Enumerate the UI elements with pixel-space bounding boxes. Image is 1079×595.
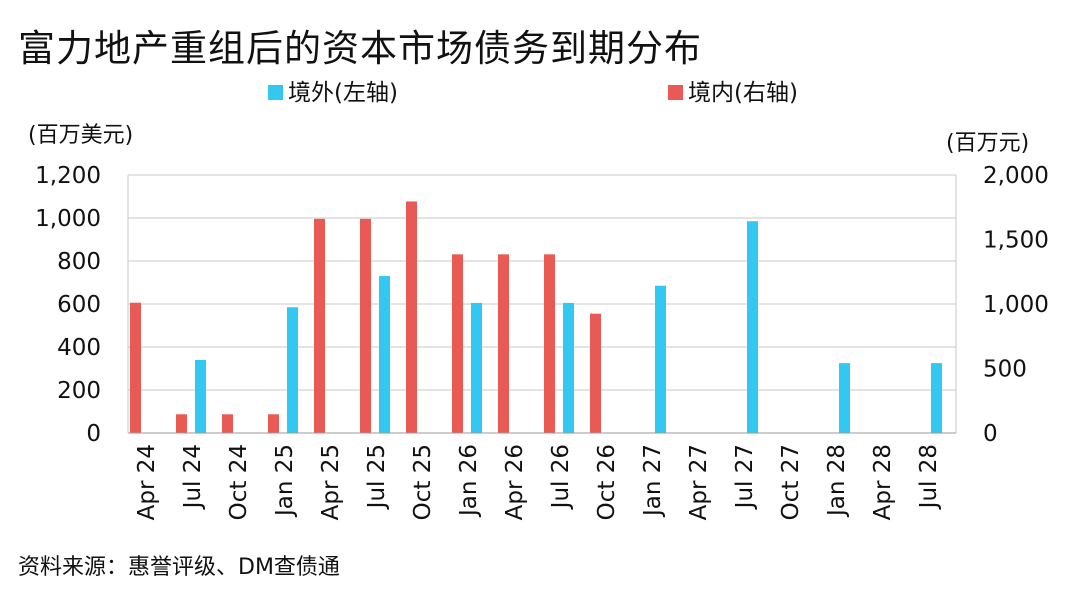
bar-domestic xyxy=(222,414,233,433)
right-tick-label: 0 xyxy=(983,421,998,447)
bar-offshore xyxy=(379,276,390,433)
right-tick-label: 1,500 xyxy=(983,228,1049,254)
x-tick-label: Jan 26 xyxy=(456,444,482,518)
right-tick-label: 1,000 xyxy=(983,292,1049,318)
legend: 境外(左轴) 境内(右轴) xyxy=(268,80,798,106)
x-tick-label: Apr 27 xyxy=(686,444,712,520)
x-tick-label: Jan 25 xyxy=(272,444,298,518)
left-tick-label: 0 xyxy=(86,421,101,447)
x-tick-label: Jul 25 xyxy=(364,444,390,510)
x-tick-label: Jan 28 xyxy=(824,444,850,518)
bar-offshore xyxy=(747,221,758,433)
bar-offshore xyxy=(839,363,850,433)
x-tick-label: Jan 27 xyxy=(640,444,666,518)
bar-offshore xyxy=(195,359,206,433)
bar-domestic xyxy=(314,218,325,433)
bar-domestic xyxy=(452,254,463,433)
x-tick-label: Apr 25 xyxy=(318,444,344,520)
bar-offshore xyxy=(287,307,298,433)
right-axis-ticks: 0 500 1,000 1,500 2,000 xyxy=(983,163,1049,447)
bar-domestic xyxy=(360,218,371,433)
bar-domestic xyxy=(176,414,187,433)
x-tick-label: Jul 28 xyxy=(916,444,942,510)
bar-domestic xyxy=(498,254,509,433)
x-axis-ticks: Apr 24 Jul 24 Oct 24 Jan 25 Apr 25 Jul 25 Oct … xyxy=(134,444,942,520)
x-tick-label: Oct 26 xyxy=(594,444,620,520)
left-tick-label: 1,000 xyxy=(35,206,101,232)
right-axis-unit: (百万元) xyxy=(946,131,1029,156)
x-tick-label: Apr 24 xyxy=(134,444,160,520)
left-tick-label: 1,200 xyxy=(35,163,101,189)
x-tick-label: Oct 25 xyxy=(410,444,436,520)
x-tick-label: Jul 24 xyxy=(180,444,206,510)
x-tick-label: Apr 28 xyxy=(870,444,896,520)
bar-offshore xyxy=(471,302,482,433)
gridlines xyxy=(128,174,956,434)
x-tick-label: Oct 24 xyxy=(226,444,252,520)
left-tick-label: 800 xyxy=(57,249,101,275)
left-axis-ticks: 0 200 400 600 800 1,000 1,200 xyxy=(35,163,101,447)
bar-offshore xyxy=(655,285,666,433)
bar-domestic xyxy=(590,313,601,433)
x-tick-label: Jul 26 xyxy=(548,444,574,510)
left-axis-unit: (百万美元) xyxy=(28,123,133,148)
legend-swatch xyxy=(668,85,683,100)
bar-offshore xyxy=(931,363,942,433)
legend-label: 境外(左轴) xyxy=(288,80,398,106)
left-tick-label: 200 xyxy=(57,378,101,404)
x-tick-label: Apr 26 xyxy=(502,444,528,520)
bar-domestic xyxy=(544,254,555,433)
source-note: 资料来源：惠誉评级、DM查债通 xyxy=(18,555,340,580)
legend-label: 境内(右轴) xyxy=(688,80,798,106)
bar-domestic xyxy=(130,302,141,433)
bar-offshore xyxy=(563,302,574,433)
right-tick-label: 2,000 xyxy=(983,163,1049,189)
left-tick-label: 600 xyxy=(57,292,101,318)
bar-domestic xyxy=(406,201,417,433)
chart-title: 富力地产重组后的资本市场债务到期分布 xyxy=(18,27,702,70)
bars xyxy=(130,201,942,433)
legend-swatch xyxy=(268,85,283,100)
x-tick-label: Oct 27 xyxy=(778,444,804,520)
axes xyxy=(127,175,957,434)
right-tick-label: 500 xyxy=(983,357,1027,383)
bar-domestic xyxy=(268,414,279,433)
x-tick-label: Jul 27 xyxy=(732,444,758,510)
left-tick-label: 400 xyxy=(57,335,101,361)
